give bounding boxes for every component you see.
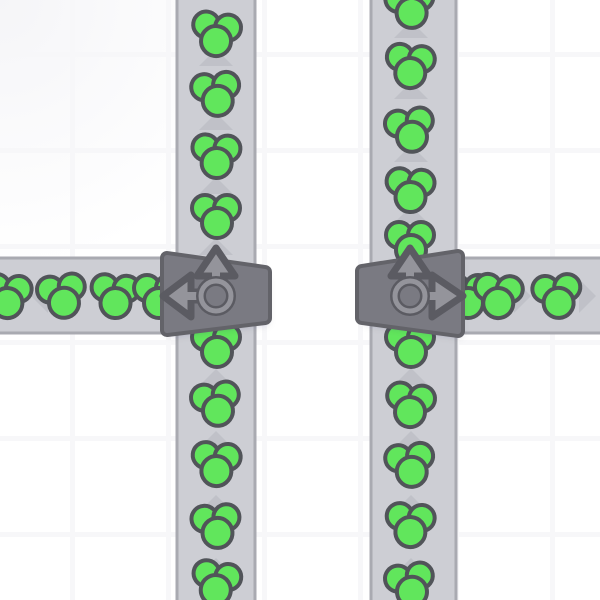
resource-item — [384, 41, 437, 91]
resource-item — [385, 380, 438, 430]
resource-blob — [200, 335, 234, 369]
resource-blob — [394, 454, 429, 489]
resource-item — [189, 69, 242, 118]
grid-line-horizontal — [0, 532, 600, 537]
belt-arrow-up — [199, 177, 233, 194]
grid-line-horizontal — [0, 52, 600, 57]
resource-blob — [393, 395, 428, 430]
resource-blob — [394, 574, 429, 600]
resource-blob — [200, 393, 235, 428]
resource-item — [383, 0, 436, 30]
resource-item — [190, 440, 243, 489]
resource-item — [384, 501, 437, 550]
ring-core — [204, 284, 228, 308]
resource-item — [0, 272, 34, 321]
resource-item — [191, 558, 244, 600]
resource-blob — [0, 286, 25, 321]
resource-item — [188, 379, 241, 428]
belt-arrow-up — [199, 113, 233, 130]
resource-item — [190, 132, 243, 181]
belt-arrow-right — [579, 279, 596, 313]
resource-item — [530, 272, 583, 320]
resource-blob — [393, 515, 428, 550]
resource-blob — [46, 285, 81, 320]
resource-item — [89, 272, 142, 321]
resource-blob — [199, 146, 234, 181]
resource-item — [34, 271, 87, 320]
ring-band — [198, 278, 234, 314]
resource-blob — [481, 286, 516, 321]
resource-blob — [199, 24, 234, 59]
ring-core — [398, 284, 422, 308]
belt-arrow-up — [394, 206, 428, 223]
grid-line-horizontal — [0, 148, 600, 153]
resource-blob — [394, 335, 428, 369]
resource-blob — [200, 206, 234, 240]
grid-line-horizontal — [0, 340, 600, 345]
resource-blob — [393, 56, 428, 91]
resource-item — [382, 560, 435, 600]
resource-blob — [394, 119, 429, 154]
splitter-left[interactable] — [159, 244, 272, 337]
resource-blob — [199, 454, 234, 489]
resource-item — [190, 193, 242, 240]
grid-line-horizontal — [0, 244, 600, 249]
resource-item — [383, 440, 436, 489]
resource-blob — [541, 285, 576, 320]
resource-item — [191, 9, 244, 59]
resource-item — [382, 105, 435, 154]
resource-blob — [98, 286, 133, 321]
resource-blob — [198, 573, 233, 600]
resource-blob — [393, 180, 428, 215]
grid-line-horizontal — [0, 436, 600, 441]
belt-arrow-up — [394, 82, 428, 99]
resource-item — [472, 271, 525, 321]
resource-item — [384, 166, 437, 215]
resource-blob — [394, 0, 429, 30]
ring-band — [392, 278, 428, 314]
splitter-right[interactable] — [355, 244, 467, 338]
resource-item — [189, 502, 242, 550]
resource-blob — [200, 83, 235, 118]
resource-blob — [200, 515, 235, 550]
